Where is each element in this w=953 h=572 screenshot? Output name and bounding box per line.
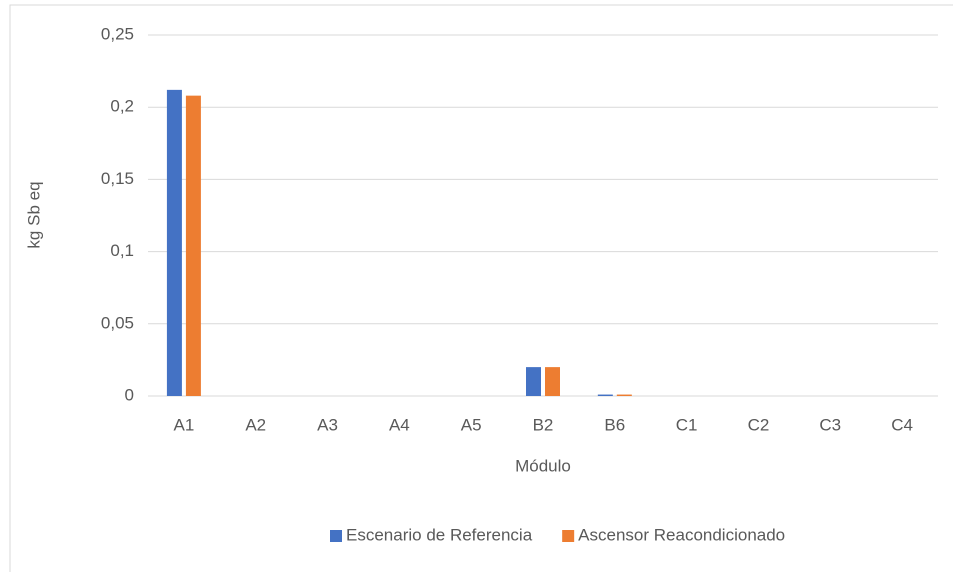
legend-swatch	[562, 530, 575, 542]
x-tick-label: A4	[389, 415, 410, 434]
y-tick-label: 0,15	[101, 169, 134, 188]
x-tick-label: C2	[748, 415, 770, 434]
x-tick-label: A2	[245, 415, 266, 434]
x-tick-label: A5	[461, 415, 482, 434]
bar	[185, 95, 201, 396]
bar	[526, 367, 541, 396]
x-tick-label: C4	[891, 415, 913, 434]
legend-label: Ascensor Reacondicionado	[578, 525, 785, 544]
bar	[597, 394, 613, 396]
legend-swatch	[330, 530, 342, 542]
x-tick-label: C3	[819, 415, 841, 434]
x-tick-label: C1	[676, 415, 698, 434]
chart-border	[9, 4, 953, 572]
bar	[616, 394, 632, 396]
y-tick-label: 0,1	[110, 241, 134, 260]
x-tick-label: B6	[604, 415, 625, 434]
legend-label: Escenario de Referencia	[346, 525, 533, 544]
bar	[545, 367, 560, 396]
x-axis-label: Módulo	[515, 456, 571, 475]
y-axis-label: kg Sb eq	[24, 181, 43, 248]
x-tick-label: A3	[317, 415, 338, 434]
y-tick-label: 0,25	[101, 24, 134, 43]
x-tick-label: B2	[533, 415, 554, 434]
y-tick-label: 0	[125, 385, 134, 404]
x-tick-label: A1	[174, 415, 195, 434]
y-tick-label: 0,05	[101, 313, 134, 332]
y-tick-label: 0,2	[110, 97, 134, 116]
bar	[166, 89, 182, 396]
